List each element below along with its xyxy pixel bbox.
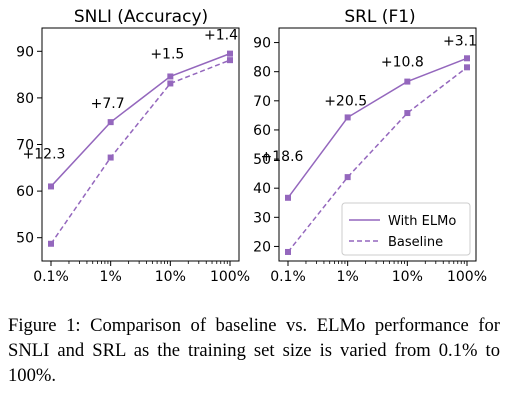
- srl-baseline-point: [285, 248, 291, 255]
- srl-y-tick-label: 80: [253, 65, 271, 81]
- srl-axes-frame: [278, 27, 477, 262]
- legend-box: [341, 202, 471, 256]
- srl-title: SRL (F1): [344, 7, 415, 27]
- snli-x-tick-label: 0.1%: [33, 269, 69, 285]
- snli-gain-annotation: +1.4: [204, 28, 238, 44]
- srl-with-elmo-point: [464, 55, 470, 62]
- srl-legend: With ELMo Baseline: [341, 202, 471, 256]
- srl-y-tick-label: 20: [253, 239, 271, 255]
- snli-gain-annotation: +12.3: [23, 146, 66, 162]
- srl-x-tick-label: 10%: [392, 269, 423, 285]
- srl-panel: SRL (F1) 0.1% 1% 10% 100% 20 30 40 50 60 70 80 90 +1…: [253, 7, 487, 285]
- srl-y-tick-label: 60: [253, 123, 271, 139]
- srl-series-with-elmo-line: [287, 57, 468, 199]
- snli-y-tick-label: 60: [16, 184, 34, 200]
- srl-gain-annotation: +18.6: [261, 149, 304, 165]
- snli-y-tick-label: 70: [16, 138, 34, 154]
- snli-series-baseline-line: [50, 59, 231, 245]
- snli-with-elmo-point: [48, 183, 54, 190]
- srl-baseline-point: [344, 174, 351, 181]
- srl-baseline-point: [404, 110, 411, 117]
- snli-y-tick-label: 80: [16, 91, 34, 107]
- srl-baseline-point: [464, 64, 470, 71]
- srl-y-tick-label: 90: [253, 36, 271, 52]
- snli-gain-annotation: +7.7: [91, 96, 125, 112]
- srl-gain-annotation: +3.1: [443, 33, 477, 49]
- srl-x-tick-label: 1%: [337, 269, 359, 285]
- srl-series-baseline-line: [287, 66, 468, 253]
- srl-gain-annotation: +10.8: [381, 55, 424, 71]
- srl-with-elmo-point: [344, 114, 351, 121]
- snli-baseline-point: [107, 154, 114, 161]
- snli-gain-annotation: +1.5: [150, 46, 184, 62]
- figure-charts: SNLI (Accuracy) 0.1% 1% 10% 100% 50 60 70 80 90 +…: [16, 7, 487, 285]
- snli-panel: SNLI (Accuracy) 0.1% 1% 10% 100% 50 60 70 80 90 +…: [16, 7, 250, 285]
- srl-y-tick-label: 50: [253, 152, 271, 168]
- snli-baseline-point: [167, 80, 174, 87]
- srl-with-elmo-point: [404, 78, 411, 85]
- snli-with-elmo-point: [107, 119, 114, 126]
- snli-baseline-point: [227, 57, 233, 64]
- srl-x-tick-label: 100%: [447, 269, 487, 285]
- snli-with-elmo-point: [167, 73, 174, 80]
- legend-label-with-elmo: With ELMo: [388, 214, 456, 229]
- figure-caption: Figure 1: Comparison of baseline vs. ELM…: [8, 315, 500, 386]
- srl-y-tick-label: 30: [253, 210, 271, 226]
- snli-axes-frame: [41, 27, 240, 262]
- legend-label-baseline: Baseline: [388, 235, 443, 250]
- snli-x-tick-label: 1%: [100, 269, 122, 285]
- snli-with-elmo-point: [227, 50, 233, 57]
- snli-y-tick-label: 90: [16, 44, 34, 60]
- srl-y-tick-label: 40: [253, 181, 271, 197]
- snli-baseline-point: [48, 240, 54, 247]
- snli-x-tick-label: 100%: [210, 269, 250, 285]
- snli-x-tick-label: 10%: [155, 269, 186, 285]
- snli-title: SNLI (Accuracy): [74, 7, 208, 27]
- srl-x-tick-label: 0.1%: [270, 269, 306, 285]
- snli-y-tick-label: 50: [16, 231, 34, 247]
- srl-y-tick-label: 70: [253, 94, 271, 110]
- srl-with-elmo-point: [285, 194, 291, 201]
- snli-series-with-elmo-line: [50, 52, 231, 187]
- srl-gain-annotation: +20.5: [324, 93, 367, 109]
